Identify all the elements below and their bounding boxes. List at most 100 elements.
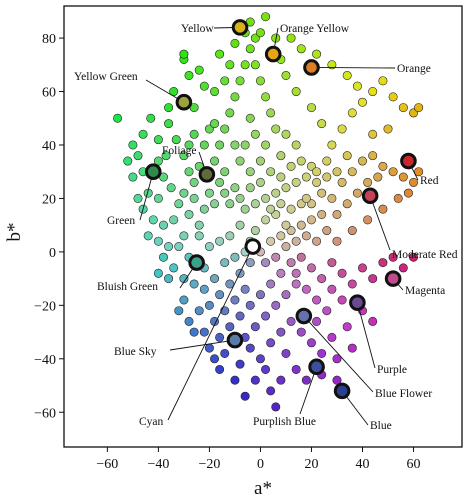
- data-point: [337, 124, 347, 134]
- data-point: [261, 215, 271, 225]
- data-point: [194, 306, 204, 316]
- data-point: [225, 199, 235, 209]
- data-point: [286, 33, 296, 43]
- data-point: [255, 354, 265, 364]
- data-point: [240, 204, 250, 214]
- data-point: [373, 172, 383, 182]
- data-point: [322, 172, 332, 182]
- data-point: [266, 204, 276, 214]
- data-point: [255, 156, 265, 166]
- axis-ticks: −60 −40 −20 0 20 40 60 80 60 40 20 0 −20 −40 −60: [34, 32, 420, 472]
- data-point: [215, 332, 225, 342]
- data-point: [286, 204, 296, 214]
- data-point: [312, 49, 322, 59]
- data-point: [291, 236, 301, 246]
- data-point: [409, 252, 419, 262]
- data-point: [312, 316, 322, 326]
- data-point: [225, 108, 235, 118]
- data-point: [245, 258, 255, 268]
- data-point: [266, 279, 276, 289]
- highlight-blue: [333, 382, 351, 400]
- data-point: [230, 92, 240, 102]
- data-point: [347, 167, 357, 177]
- data-point: [327, 284, 337, 294]
- x-tick-label: −60: [96, 457, 118, 472]
- leader-line: [299, 366, 318, 415]
- data-point: [271, 124, 281, 134]
- data-point: [261, 311, 271, 321]
- data-point: [317, 188, 327, 198]
- data-point: [357, 263, 367, 273]
- data-point: [291, 140, 301, 150]
- label-blue-flower: Blue Flower: [375, 388, 432, 400]
- data-point: [204, 300, 214, 310]
- data-point: [388, 92, 398, 102]
- label-cyan: Cyan: [139, 416, 164, 428]
- data-point: [276, 327, 286, 337]
- data-point: [332, 354, 342, 364]
- data-point: [291, 364, 301, 374]
- data-point: [312, 167, 322, 177]
- data-point: [266, 338, 276, 348]
- data-point: [153, 193, 163, 203]
- label-yellow: Yellow: [181, 23, 214, 35]
- data-point: [230, 38, 240, 48]
- data-point: [414, 167, 424, 177]
- data-point: [261, 12, 271, 22]
- data-point: [276, 151, 286, 161]
- data-point: [322, 226, 332, 236]
- label-foliage: Foliage: [162, 145, 197, 157]
- data-point: [296, 252, 306, 262]
- data-point: [332, 167, 342, 177]
- data-point: [179, 188, 189, 198]
- data-point: [301, 172, 311, 182]
- data-point: [220, 188, 230, 198]
- data-point: [261, 140, 271, 150]
- data-point: [378, 161, 388, 171]
- data-point: [220, 348, 230, 358]
- data-point: [235, 193, 245, 203]
- data-point: [225, 60, 235, 70]
- data-point: [153, 236, 163, 246]
- data-point: [327, 193, 337, 203]
- data-point: [215, 236, 225, 246]
- label-bluish-green: Bluish Green: [97, 281, 158, 293]
- data-point: [128, 172, 138, 182]
- data-point: [327, 60, 337, 70]
- data-point: [194, 220, 204, 230]
- data-point: [301, 231, 311, 241]
- leader-line: [167, 246, 254, 421]
- y-tick-label: −60: [34, 406, 56, 421]
- data-point: [184, 70, 194, 80]
- label-orange-yellow: Orange Yellow: [280, 23, 350, 35]
- data-point: [276, 172, 286, 182]
- x-tick-label: 40: [356, 457, 370, 472]
- label-green: Green: [107, 215, 135, 227]
- y-tick-label: 80: [42, 32, 56, 47]
- data-point: [171, 135, 181, 145]
- data-point: [368, 129, 378, 139]
- data-point: [281, 220, 291, 230]
- y-tick-label: −40: [34, 353, 56, 368]
- data-point: [337, 268, 347, 278]
- data-point: [342, 70, 352, 80]
- data-point: [161, 151, 171, 161]
- highlight-yellow-green: [175, 93, 193, 111]
- highlight-orange: [303, 59, 320, 76]
- data-point: [245, 167, 255, 177]
- data-point: [133, 193, 143, 203]
- highlight-purple: [349, 294, 366, 311]
- data-point: [414, 103, 424, 113]
- data-point: [184, 209, 194, 219]
- data-point: [153, 135, 163, 145]
- data-point: [352, 81, 362, 91]
- x-tick-label: 0: [257, 457, 264, 472]
- data-point: [306, 103, 316, 113]
- data-point: [276, 231, 286, 241]
- data-point: [245, 113, 255, 123]
- data-point: [164, 242, 174, 252]
- data-point: [296, 44, 306, 54]
- data-point: [164, 274, 174, 284]
- data-point: [342, 199, 352, 209]
- data-point: [363, 177, 373, 187]
